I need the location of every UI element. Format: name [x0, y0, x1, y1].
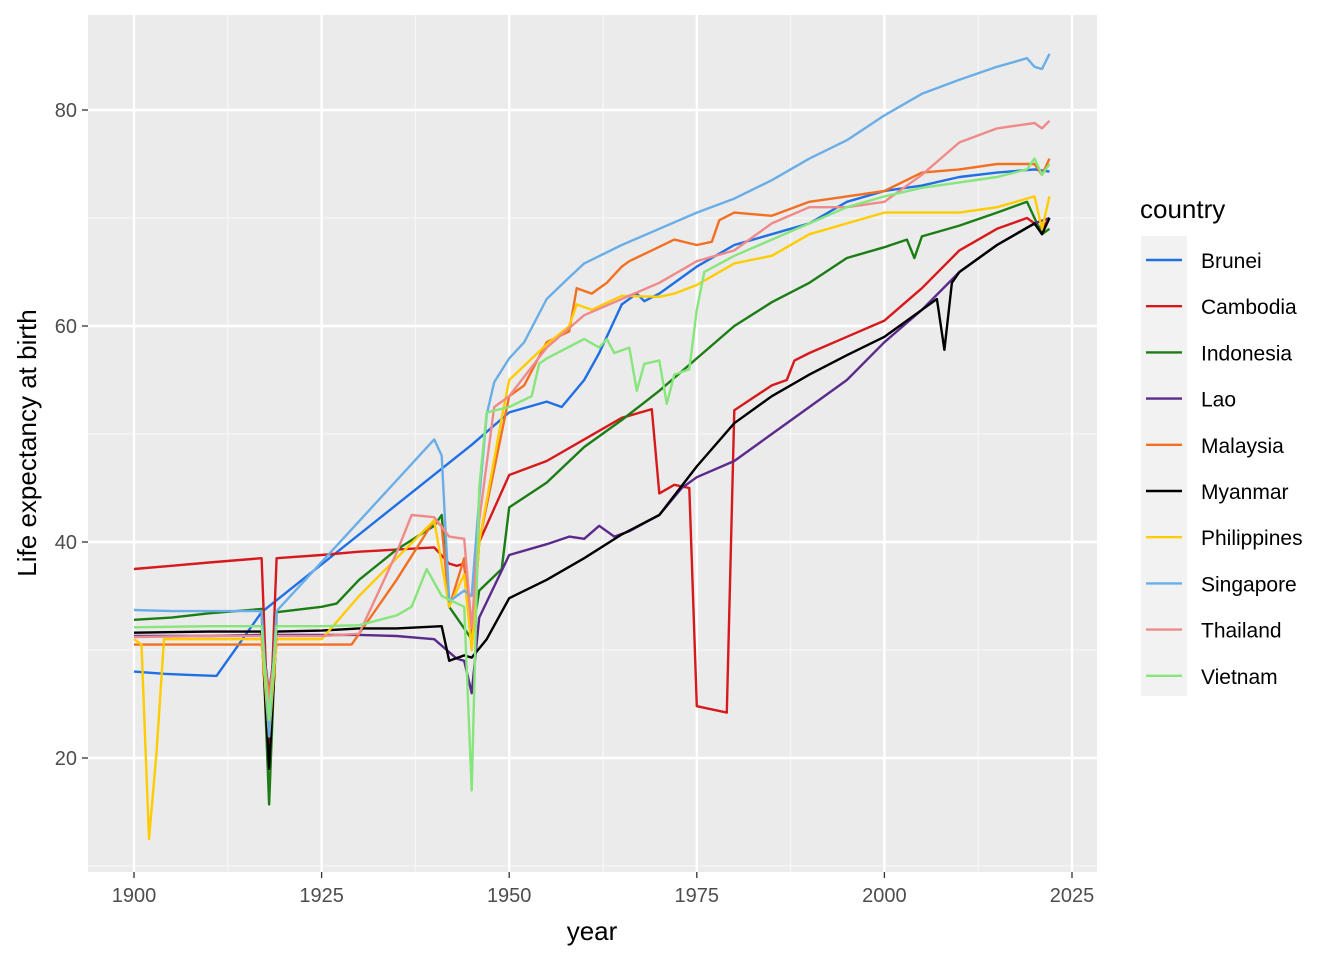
x-tick-label: 1975 — [675, 885, 720, 907]
y-axis-title: Life expectancy at birth — [12, 309, 42, 576]
legend-label-indonesia: Indonesia — [1201, 342, 1292, 365]
legend-items: Brunei Cambodia Indonesia Lao Malaysia Myanma… — [1146, 250, 1303, 689]
series-line-singapore — [133, 53, 1051, 738]
series-lines — [133, 53, 1051, 841]
legend-label-lao: Lao — [1201, 389, 1236, 412]
y-tick-label: 80 — [55, 100, 77, 122]
x-tick-label: 1925 — [299, 885, 344, 907]
series-line-vietnam — [133, 157, 1051, 792]
legend-label-malaysia: Malaysia — [1201, 435, 1284, 458]
x-tick-label: 2000 — [862, 885, 907, 907]
y-tick-label: 60 — [55, 316, 77, 338]
legend-title: country — [1140, 194, 1225, 224]
legend-label-thailand: Thailand — [1201, 620, 1282, 643]
x-tick-label: 1900 — [112, 885, 157, 907]
minor-gridlines — [88, 15, 1097, 872]
legend-label-myanmar: Myanmar — [1201, 481, 1289, 504]
y-tick-label: 20 — [55, 748, 77, 770]
legend: country Brunei Cambodia Indonesia Lao Malays… — [1140, 194, 1303, 696]
legend-key-background — [1141, 236, 1187, 696]
x-tick-label: 2025 — [1050, 885, 1095, 907]
x-axis: 1900 1925 1950 1975 2000 2025 — [112, 872, 1095, 907]
series-line-myanmar — [133, 217, 1051, 770]
legend-label-brunei: Brunei — [1201, 250, 1262, 273]
major-gridlines — [88, 15, 1097, 872]
series-line-indonesia — [133, 200, 1051, 806]
legend-label-vietnam: Vietnam — [1201, 666, 1278, 689]
y-axis: 20 40 60 80 — [55, 100, 88, 770]
legend-label-cambodia: Cambodia — [1201, 296, 1297, 319]
legend-label-singapore: Singapore — [1201, 573, 1297, 596]
plot-panel — [88, 15, 1097, 872]
x-tick-label: 1950 — [487, 885, 532, 907]
series-line-thailand — [133, 119, 1051, 706]
legend-label-philippines: Philippines — [1201, 527, 1303, 550]
x-axis-title: year — [567, 916, 618, 946]
y-tick-label: 40 — [55, 532, 77, 554]
